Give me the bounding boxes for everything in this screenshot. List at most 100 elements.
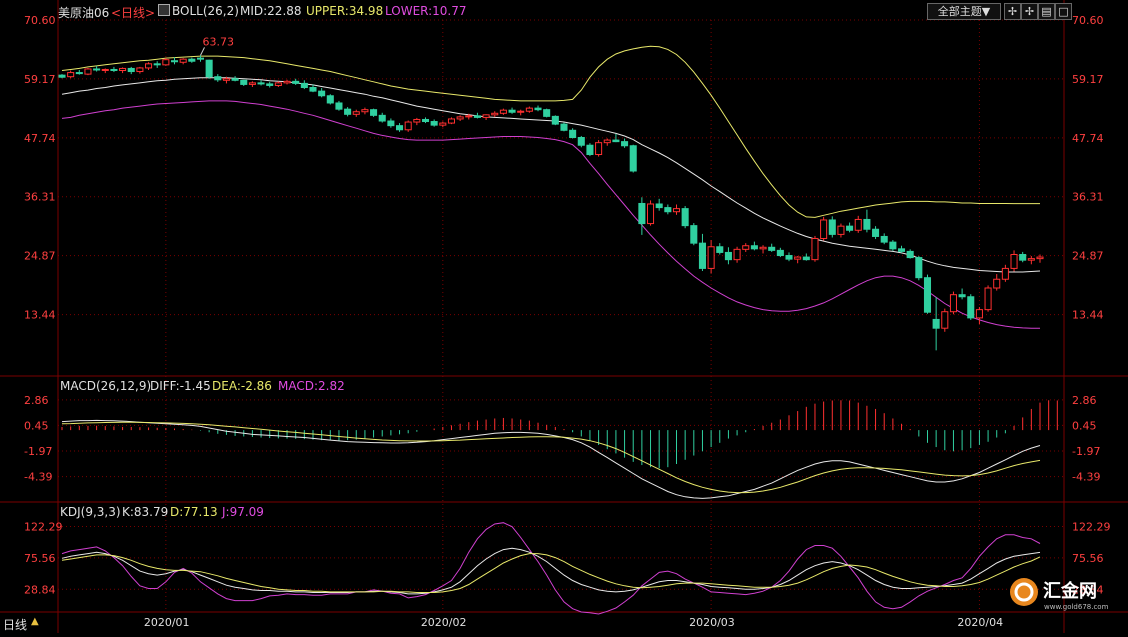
grid-icon[interactable] <box>158 4 170 16</box>
high-price-label: 63.73 <box>202 35 234 48</box>
candle-body-up <box>975 309 983 319</box>
candle-body-up <box>820 219 828 240</box>
candle-body-down <box>205 59 213 78</box>
crosshair-button[interactable]: ✢ <box>1004 3 1021 20</box>
candle-body-down <box>378 114 386 122</box>
candle-body-down <box>776 249 784 257</box>
candle-body-down <box>880 235 888 243</box>
layout-button[interactable]: ▤ <box>1038 3 1055 20</box>
candle-body-up <box>517 110 525 113</box>
price-tick-left: 24.87 <box>24 250 56 263</box>
candle-body-down <box>430 121 438 126</box>
candle-body-down <box>915 257 923 279</box>
candle-body-down <box>326 95 334 104</box>
kdj-j-value: J:97.09 <box>222 505 264 519</box>
candle-body-up <box>482 114 490 118</box>
macd-tick-right: 0.45 <box>1072 419 1097 432</box>
candle-body-up <box>759 246 767 250</box>
candle-body-up <box>984 287 992 311</box>
candle-body-up <box>456 116 464 120</box>
candle-body-down <box>421 118 430 123</box>
kdj-k-value: K:83.79 <box>122 505 169 519</box>
candle-body-up <box>672 208 681 213</box>
period-selector[interactable]: 日线 <box>3 618 28 632</box>
candle-body-down <box>257 82 265 85</box>
candle-body-down <box>153 63 161 66</box>
macd-tick-left: 2.86 <box>24 394 49 407</box>
high-marker-line <box>200 47 205 56</box>
candle-body-up <box>647 203 655 225</box>
candle-body-up <box>145 63 153 69</box>
boll-label: BOLL(26,2) <box>172 4 239 18</box>
candle-body-down <box>231 78 239 81</box>
watermark-logo: 汇金网 www.gold678.com <box>1008 574 1118 614</box>
candle-body-down <box>335 102 343 110</box>
candle-body-down <box>292 80 300 84</box>
candle-body-up <box>603 139 611 144</box>
candle-body-up <box>811 238 819 261</box>
candle-body-down <box>75 72 83 75</box>
price-tick-right: 13.44 <box>1072 309 1104 322</box>
macd-diff-value: DIFF:-1.45 <box>150 379 211 393</box>
candle-body-up <box>274 82 282 86</box>
candle-body-down <box>240 79 248 85</box>
candle-body-up <box>179 58 187 63</box>
candle-body-up <box>993 278 1001 289</box>
candle-body-down <box>768 246 776 251</box>
kdj-k-line <box>61 547 1041 595</box>
candle-body-down <box>621 141 629 147</box>
kdj-d-line <box>61 553 1041 593</box>
move-button[interactable]: ✢ <box>1021 3 1038 20</box>
candle-body-down <box>906 250 914 259</box>
macd-hist-value: MACD:2.82 <box>278 379 345 393</box>
candle-body-down <box>586 144 594 156</box>
logo-url: www.gold678.com <box>1044 603 1109 611</box>
boll-mid-value: MID:22.88 <box>240 4 302 18</box>
candle-body-down <box>724 251 732 261</box>
candle-body-up <box>119 67 127 72</box>
candle-body-down <box>300 82 308 89</box>
time-tick-label: 2020/04 <box>957 616 1003 629</box>
candle-body-up <box>595 142 603 156</box>
kdj-tick-left: 75.56 <box>24 552 56 565</box>
candle-body-up <box>439 122 447 126</box>
candle-body-up <box>136 67 144 73</box>
period-link[interactable]: <日线> <box>111 6 156 20</box>
candle-body-down <box>958 294 966 298</box>
candle-body-up <box>941 311 949 329</box>
candle-body-up <box>361 109 369 113</box>
maximize-button[interactable]: □ <box>1055 3 1072 20</box>
candle-body-up <box>352 111 360 115</box>
candle-body-down <box>127 67 135 73</box>
price-tick-left: 70.60 <box>24 14 56 27</box>
candle-body-down <box>473 115 481 118</box>
gold-coin-icon <box>1010 578 1038 606</box>
macd-tick-left: -1.97 <box>24 445 52 458</box>
candle-body-down <box>750 245 758 250</box>
price-tick-right: 36.31 <box>1072 191 1104 204</box>
kdj-d-value: D:77.13 <box>170 505 218 519</box>
candle-body-up <box>283 80 291 84</box>
candle-body-down <box>560 123 568 131</box>
candle-body-up <box>162 59 170 66</box>
candle-body-up <box>248 82 256 85</box>
candle-body-up <box>222 78 230 81</box>
symbol-label: 美原油06 <box>58 6 110 20</box>
kdj-tick-right: 75.56 <box>1072 552 1104 565</box>
candle-body-down <box>863 218 871 230</box>
time-tick-label: 2020/03 <box>689 616 735 629</box>
candle-body-up <box>404 121 412 131</box>
theme-dropdown-button[interactable]: 全部主题▼ <box>927 3 1001 20</box>
candle-body-up <box>949 294 957 313</box>
candle-body-up <box>794 256 802 260</box>
candle-body-down <box>58 74 66 78</box>
boll-mid-line <box>61 77 1041 273</box>
price-tick-right: 24.87 <box>1072 250 1104 263</box>
candle-body-up <box>707 246 715 269</box>
boll-upper-value: UPPER:34.98 <box>306 4 384 18</box>
candle-body-down <box>214 76 222 81</box>
candle-body-up <box>67 72 75 78</box>
triangle-up-icon[interactable]: ▲ <box>31 616 39 627</box>
candle-body-down <box>318 90 326 97</box>
